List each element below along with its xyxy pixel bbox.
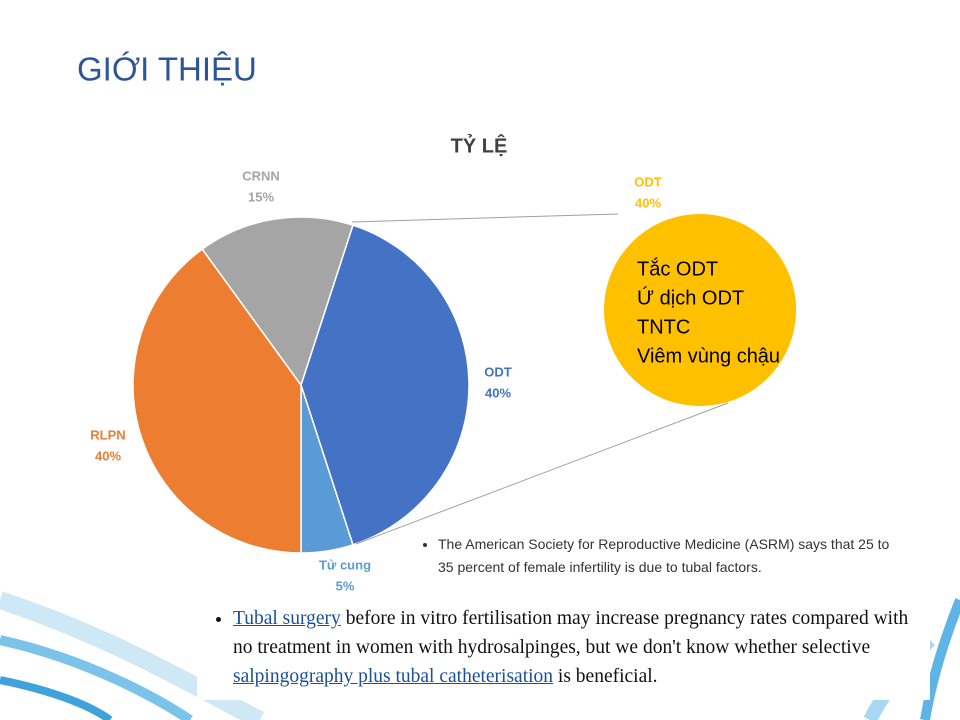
callout-label: ODT (634, 174, 662, 189)
connector (355, 402, 729, 545)
slice-label: Tử cung (319, 557, 371, 572)
note-text: The American Society for Reproductive Me… (438, 536, 890, 575)
slice-label: RLPN (90, 427, 125, 442)
callout-text: Tắc ODT Ứ dịch ODT TNTC Viêm vùng chậu (637, 257, 780, 367)
note: Tubal surgery before in vitro fertilisat… (233, 604, 930, 691)
callout-line: TNTC (637, 316, 690, 338)
wave (920, 598, 960, 720)
slide-title: GIỚI THIỆU (77, 51, 257, 88)
slice-value: 5% (336, 578, 355, 593)
note-box: Tubal surgery before in vitro fertilisat… (197, 600, 930, 700)
link[interactable]: salpingography plus tubal catheterisatio… (233, 666, 554, 687)
pie-slice (300, 224, 470, 546)
wave (0, 591, 265, 720)
slice-value: 40% (485, 385, 511, 400)
chart-title: TỶ LỆ (451, 133, 508, 157)
callout-line: Tắc ODT (637, 257, 718, 280)
connector (351, 213, 619, 223)
callout-value: 40% (635, 195, 661, 210)
wave (0, 676, 113, 720)
callout-line: Viêm vùng chậu (637, 345, 780, 367)
callout-line: Ứ dịch ODT (637, 286, 744, 309)
slice-value: 40% (95, 448, 121, 463)
slice-label: CRNN (242, 168, 280, 183)
note-text: before in vitro fertilisation may increa… (233, 608, 909, 658)
note: The American Society for Reproductive Me… (438, 533, 890, 579)
pie-slice (132, 248, 302, 554)
note-box: The American Society for Reproductive Me… (420, 533, 890, 587)
slice-value: 15% (248, 189, 274, 204)
callout-circle (604, 214, 796, 406)
pie-slice (201, 216, 354, 387)
pie (132, 216, 470, 554)
note-text: is beneficial. (553, 666, 658, 687)
wave (0, 635, 193, 720)
slice-label: ODT (484, 364, 512, 379)
link[interactable]: Tubal surgery (233, 608, 341, 629)
